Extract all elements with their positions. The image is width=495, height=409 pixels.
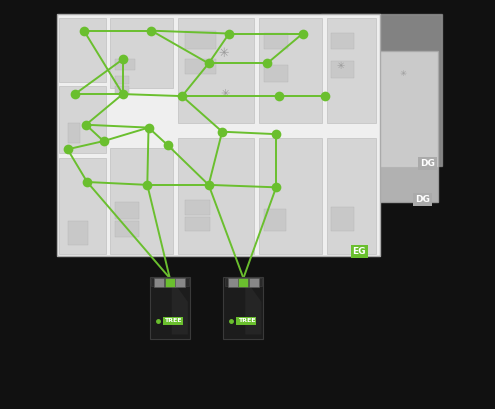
Text: ✳: ✳ [218, 47, 229, 61]
FancyBboxPatch shape [264, 209, 286, 231]
FancyBboxPatch shape [264, 65, 289, 82]
FancyBboxPatch shape [185, 59, 216, 74]
FancyBboxPatch shape [114, 59, 135, 70]
Text: DG: DG [415, 195, 430, 204]
FancyBboxPatch shape [58, 18, 105, 82]
Text: TREE: TREE [238, 318, 255, 324]
FancyBboxPatch shape [321, 14, 442, 166]
Text: ✳: ✳ [399, 69, 406, 78]
FancyBboxPatch shape [331, 33, 354, 49]
FancyBboxPatch shape [114, 86, 129, 94]
Text: TREE: TREE [164, 318, 182, 324]
FancyBboxPatch shape [225, 278, 262, 286]
FancyBboxPatch shape [154, 278, 164, 287]
FancyBboxPatch shape [327, 18, 376, 123]
Polygon shape [246, 279, 261, 335]
FancyBboxPatch shape [185, 31, 216, 49]
FancyBboxPatch shape [165, 278, 175, 287]
Text: DG: DG [420, 159, 435, 168]
FancyBboxPatch shape [58, 158, 105, 254]
FancyBboxPatch shape [114, 202, 139, 219]
FancyBboxPatch shape [331, 207, 354, 231]
FancyBboxPatch shape [110, 148, 173, 254]
FancyBboxPatch shape [57, 14, 381, 256]
FancyBboxPatch shape [151, 278, 189, 286]
FancyBboxPatch shape [223, 277, 263, 339]
FancyBboxPatch shape [327, 138, 376, 254]
FancyBboxPatch shape [58, 86, 105, 153]
FancyBboxPatch shape [67, 221, 88, 245]
FancyBboxPatch shape [110, 18, 173, 88]
FancyBboxPatch shape [239, 278, 248, 287]
FancyBboxPatch shape [185, 200, 210, 215]
FancyBboxPatch shape [175, 278, 185, 287]
FancyBboxPatch shape [114, 221, 139, 237]
FancyBboxPatch shape [264, 33, 289, 49]
FancyBboxPatch shape [150, 277, 190, 339]
Text: ✳: ✳ [337, 61, 345, 71]
FancyBboxPatch shape [331, 61, 354, 78]
FancyBboxPatch shape [228, 278, 238, 287]
Text: ✳: ✳ [220, 89, 230, 99]
FancyBboxPatch shape [259, 138, 322, 254]
Polygon shape [172, 279, 188, 335]
FancyBboxPatch shape [278, 51, 438, 202]
FancyBboxPatch shape [67, 123, 80, 143]
FancyBboxPatch shape [249, 278, 259, 287]
FancyBboxPatch shape [178, 138, 253, 254]
FancyBboxPatch shape [178, 18, 253, 123]
Text: EG: EG [352, 247, 366, 256]
FancyBboxPatch shape [259, 18, 322, 123]
FancyBboxPatch shape [114, 76, 129, 84]
FancyBboxPatch shape [185, 217, 210, 231]
